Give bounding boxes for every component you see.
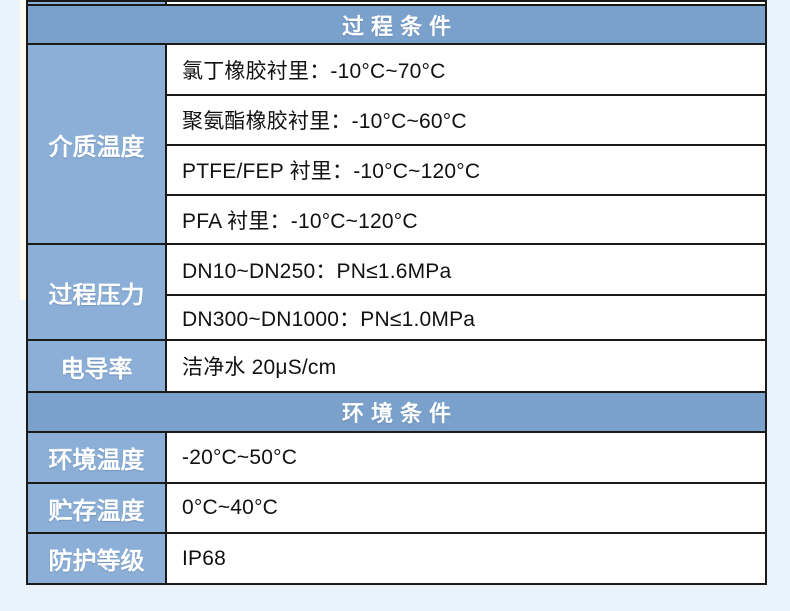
cell-protection-rating-value: IP68 bbox=[167, 534, 765, 583]
cell-polyurethane-lining-temp: 聚氨酯橡胶衬里：-10°C~60°C bbox=[167, 96, 765, 144]
section-header-environment-conditions: 环境条件 bbox=[28, 393, 765, 431]
cell-pfa-lining-temp: PFA 衬里：-10°C~120°C bbox=[167, 196, 765, 243]
cell-conductivity-value: 洁净水 20μS/cm bbox=[167, 341, 765, 391]
cell-pressure-dn300-dn1000: DN300~DN1000：PN≤1.0MPa bbox=[167, 296, 765, 339]
row-label-protection-rating: 防护等级 bbox=[28, 534, 165, 583]
row-label-storage-temperature: 贮存温度 bbox=[28, 484, 165, 532]
partial-row-content-cell bbox=[167, 2, 765, 4]
cell-ptfe-fep-lining-temp: PTFE/FEP 衬里：-10°C~120°C bbox=[167, 146, 765, 194]
cell-chloroprene-lining-temp: 氯丁橡胶衬里：-10°C~70°C bbox=[167, 45, 765, 94]
specification-table: 过程条件 介质温度 氯丁橡胶衬里：-10°C~70°C 聚氨酯橡胶衬里：-10°… bbox=[26, 0, 767, 585]
partial-row-label-cell bbox=[28, 2, 165, 4]
cell-storage-temperature-value: 0°C~40°C bbox=[167, 484, 765, 532]
row-label-conductivity: 电导率 bbox=[28, 341, 165, 391]
section-header-process-conditions: 过程条件 bbox=[28, 6, 765, 43]
row-label-medium-temperature: 介质温度 bbox=[28, 45, 165, 243]
cell-pressure-dn10-dn250: DN10~DN250：PN≤1.6MPa bbox=[167, 245, 765, 294]
row-label-process-pressure: 过程压力 bbox=[28, 245, 165, 339]
row-label-ambient-temperature: 环境温度 bbox=[28, 433, 165, 482]
cell-ambient-temperature-value: -20°C~50°C bbox=[167, 433, 765, 482]
page-edge-strip bbox=[20, 0, 26, 300]
